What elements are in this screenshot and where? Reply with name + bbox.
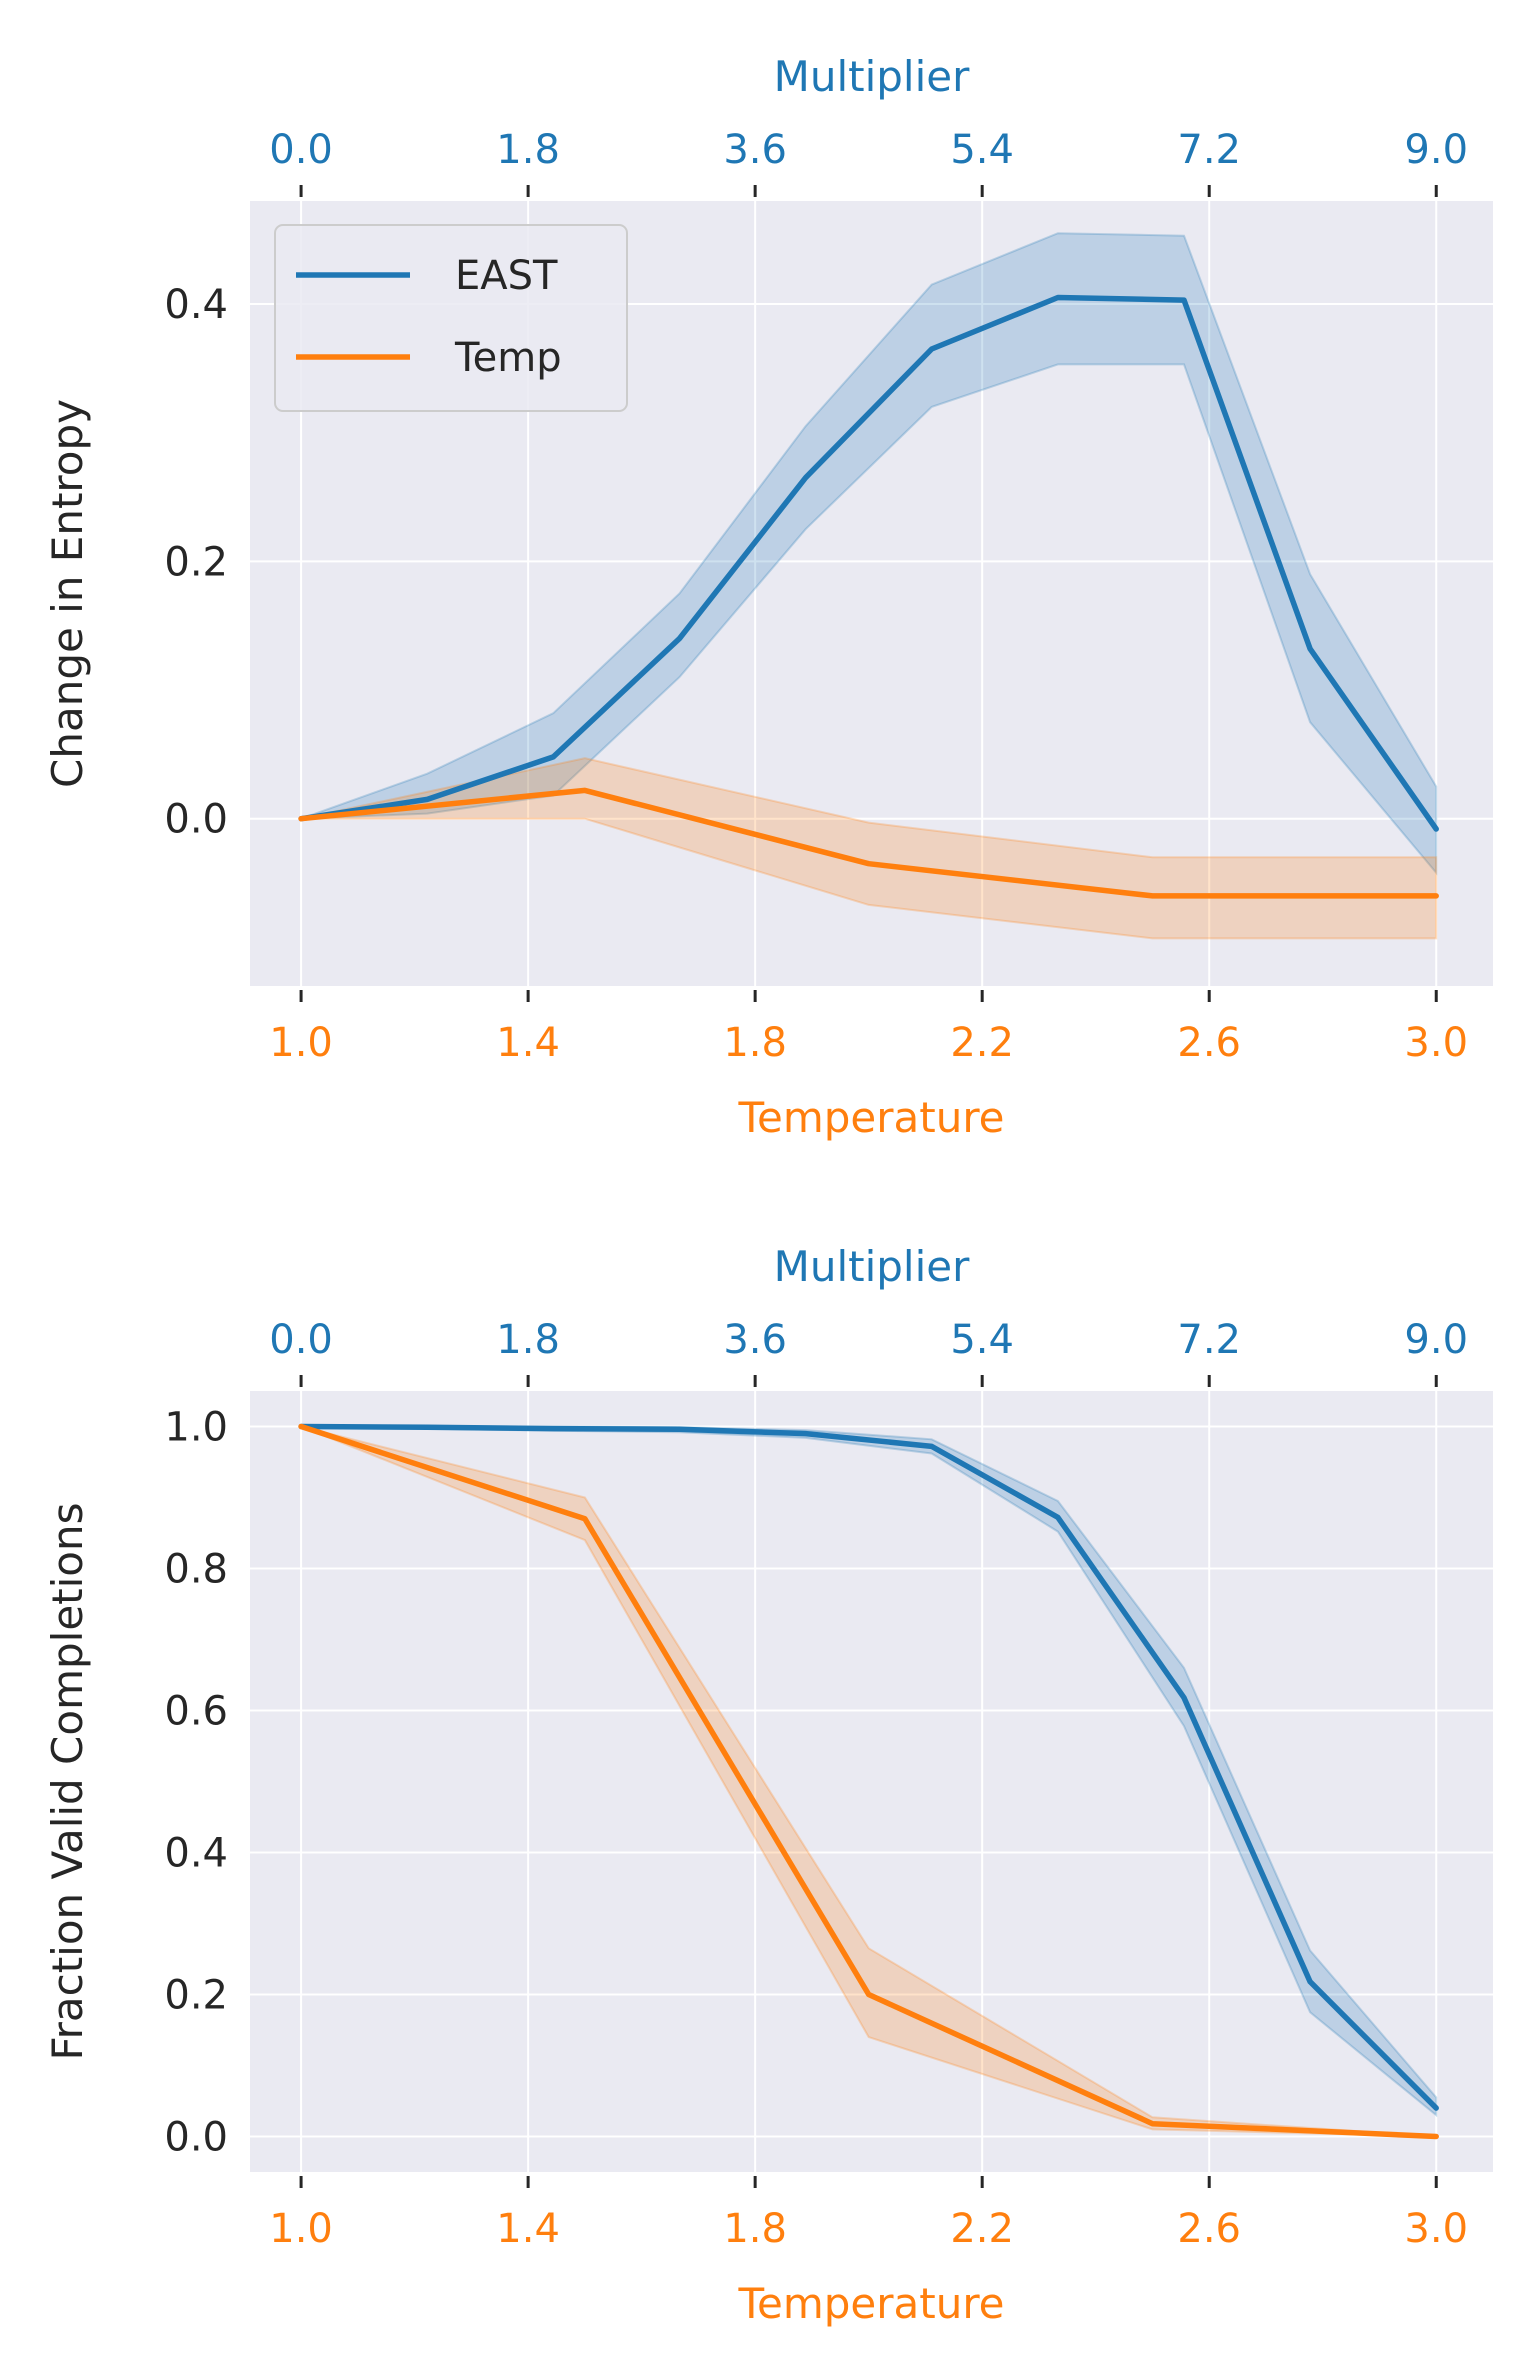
- legend-box: [274, 224, 628, 412]
- y-tick-label: 0.0: [164, 2115, 228, 2161]
- x-axis-title: Temperature: [737, 2279, 1004, 2328]
- y-tick-label: 1.0: [164, 1405, 228, 1451]
- x2-tick-label: 0.0: [269, 127, 333, 173]
- x-tick-label: 1.4: [496, 2206, 560, 2252]
- x-tick-label: 2.2: [950, 1020, 1014, 1066]
- x2-tick-label: 9.0: [1404, 127, 1468, 173]
- x2-tick-label: 0.0: [269, 1317, 333, 1363]
- plot-background: [250, 1391, 1493, 2172]
- y-tick-label: 0.8: [164, 1547, 228, 1593]
- x-tick-label: 3.0: [1404, 1020, 1468, 1066]
- y-tick-label: 0.2: [164, 539, 228, 585]
- x2-tick-label: 1.8: [496, 1317, 560, 1363]
- y-axis-title: Change in Entropy: [43, 399, 92, 788]
- x2-tick-label: 7.2: [1177, 1317, 1241, 1363]
- x2-tick-label: 5.4: [950, 127, 1014, 173]
- x-tick-label: 3.0: [1404, 2206, 1468, 2252]
- x2-tick-label: 3.6: [723, 127, 787, 173]
- x-tick-label: 1.0: [269, 2206, 333, 2252]
- legend: EAST Temp: [274, 224, 628, 412]
- legend-label-east: EAST: [455, 253, 558, 299]
- y-tick-label: 0.2: [164, 1973, 228, 2019]
- y-axis-title: Fraction Valid Completions: [43, 1503, 92, 2061]
- x2-axis-title: Multiplier: [774, 1242, 971, 1291]
- entropy-panel: 1.0 0.0 1.4 1.8 1.8 3.6 2.2 5.4 2.6 7.2 3.0 9.0 0.0 0…: [43, 52, 1493, 1142]
- x2-tick-label: 7.2: [1177, 127, 1241, 173]
- y-tick-label: 0.0: [164, 797, 228, 843]
- y-tick-label: 0.4: [164, 282, 228, 328]
- x2-axis-title: Multiplier: [774, 52, 971, 101]
- y-tick-label: 0.4: [164, 1831, 228, 1877]
- x-tick-label: 2.6: [1177, 1020, 1241, 1066]
- x-tick-label: 2.2: [950, 2206, 1014, 2252]
- x2-tick-label: 1.8: [496, 127, 560, 173]
- legend-label-temp: Temp: [454, 335, 562, 381]
- x-tick-label: 1.8: [723, 1020, 787, 1066]
- east-series-line: [298, 294, 1439, 832]
- x-tick-label: 1.0: [269, 1020, 333, 1066]
- validity-panel: 1.0 0.0 1.4 1.8 1.8 3.6 2.2 5.4 2.6 7.2 3.0 9.0 0.0 0…: [43, 1242, 1493, 2328]
- x-axis-title: Temperature: [737, 1093, 1004, 1142]
- x2-tick-label: 3.6: [723, 1317, 787, 1363]
- x-tick-label: 1.4: [496, 1020, 560, 1066]
- y-tick-label: 0.6: [164, 1689, 228, 1735]
- x2-tick-label: 5.4: [950, 1317, 1014, 1363]
- east-series-line: [298, 1423, 1439, 2111]
- x2-tick-label: 9.0: [1404, 1317, 1468, 1363]
- x-tick-label: 2.6: [1177, 2206, 1241, 2252]
- x-tick-label: 1.8: [723, 2206, 787, 2252]
